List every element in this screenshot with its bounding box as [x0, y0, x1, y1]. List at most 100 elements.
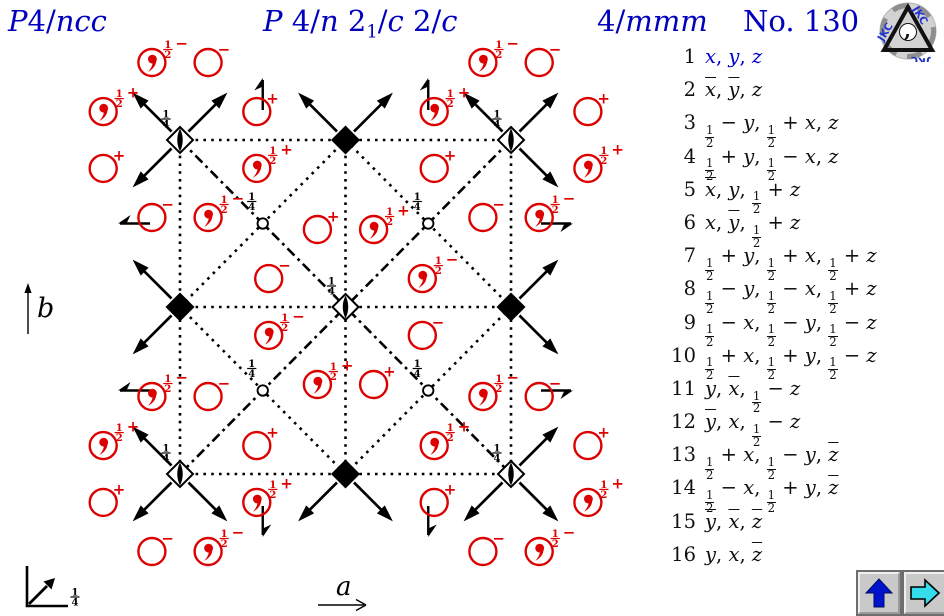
atom-comma-circle: 12+	[88, 84, 139, 127]
svg-text:2: 2	[495, 384, 502, 395]
fourbar-axis-icon	[165, 459, 195, 489]
comma-icon	[369, 221, 379, 239]
atom-circle: +	[419, 480, 457, 518]
atom-sign-label: +	[280, 474, 293, 492]
point-group: 4/mmm	[597, 4, 708, 38]
atom-comma-circle: 12−	[137, 35, 188, 78]
atom-sign-label: +	[444, 480, 457, 498]
comma-icon	[99, 437, 109, 455]
atom-comma-circle: 12−	[193, 190, 245, 233]
atom-comma-circle: 12−	[468, 369, 519, 412]
atom-sign-label: −	[432, 313, 445, 331]
atom-circle: −	[524, 375, 562, 412]
svg-text:1: 1	[494, 444, 501, 455]
position-number: 15	[671, 509, 696, 533]
svg-text:1: 1	[221, 529, 228, 540]
comma-icon	[204, 209, 213, 227]
svg-text:2: 2	[552, 539, 559, 550]
half-height-label: 12	[114, 423, 124, 444]
svg-text:4: 4	[248, 369, 255, 380]
height-label: 14	[161, 110, 171, 130]
comma-icon	[148, 388, 157, 406]
position-number: 10	[671, 343, 696, 367]
comma-icon	[313, 376, 323, 394]
svg-text:2: 2	[435, 266, 442, 277]
atom-circle: +	[242, 424, 279, 461]
position-number: 7	[683, 244, 696, 268]
svg-text:1: 1	[328, 277, 335, 288]
half-height-label: 12	[445, 89, 455, 110]
atom-sign-label: −	[232, 524, 245, 542]
svg-text:1: 1	[435, 256, 442, 267]
twofold-arrow-icon	[132, 481, 173, 522]
half-height-label: 12	[433, 256, 443, 277]
atom-circle: +	[88, 146, 125, 184]
svg-text:4: 4	[414, 202, 421, 213]
fourbar-axis-icon	[496, 459, 526, 489]
atom-sign-label: +	[597, 90, 610, 108]
atom-sign-label: −	[175, 35, 188, 53]
hm-symbol-full: P 4/n 21/c 2/c	[263, 4, 458, 43]
half-height-label: 12	[114, 89, 124, 110]
position-entry: 16 y, x, z	[660, 543, 877, 576]
origin-height-label: 14	[70, 588, 80, 608]
half-height-label: 12	[328, 362, 338, 383]
fourfold-axis-icon	[496, 292, 526, 322]
svg-text:JKC: JKC	[909, 54, 931, 62]
svg-text:1: 1	[164, 374, 171, 385]
atom-sign-label: −	[232, 190, 245, 208]
atom-sign-label: −	[161, 530, 174, 548]
twofold-arrow-icon	[132, 314, 173, 355]
half-height-label: 12	[219, 529, 229, 550]
atom-sign-label: +	[383, 363, 396, 381]
twofold-arrow-icon	[518, 92, 559, 133]
svg-text:1: 1	[116, 89, 123, 100]
twofold-arrow-icon	[187, 92, 228, 133]
inversion-center-icon	[256, 384, 269, 397]
atom-sign-label: −	[278, 257, 291, 275]
height-label: 14	[161, 444, 171, 464]
svg-text:2: 2	[447, 99, 454, 110]
position-number: 3	[683, 111, 696, 135]
up-arrow-icon	[864, 578, 894, 608]
height-label: 14	[247, 192, 257, 213]
half-height-label: 12	[268, 480, 278, 501]
atom-sign-label: −	[446, 251, 459, 269]
half-height-label: 12	[163, 40, 173, 61]
nav-next-button[interactable]	[904, 572, 944, 614]
svg-text:1: 1	[163, 110, 170, 121]
atom-sign-label: +	[280, 140, 293, 158]
svg-text:1: 1	[414, 359, 421, 370]
atom-circle: −	[468, 530, 505, 567]
position-coordinates: x, y, z	[705, 78, 763, 102]
atom-comma-circle: 12+	[242, 474, 293, 518]
half-height-label: 12	[280, 313, 290, 334]
position-number: 14	[671, 476, 696, 500]
svg-text:1: 1	[281, 313, 288, 324]
svg-text:1: 1	[600, 146, 607, 157]
svg-text:2: 2	[600, 490, 607, 501]
comma-icon	[264, 327, 274, 345]
atom-sign-label: −	[549, 375, 562, 393]
half-height-label: 12	[445, 423, 455, 444]
comma-icon	[584, 160, 593, 178]
nav-up-button[interactable]	[858, 572, 900, 614]
comma-icon	[252, 160, 262, 178]
svg-text:2: 2	[269, 490, 276, 501]
atom-comma-circle: 12+	[573, 474, 624, 518]
atom-circle: +	[573, 424, 610, 461]
atom-sign-label: +	[458, 84, 471, 102]
atom-comma-circle: 12+	[573, 140, 624, 184]
